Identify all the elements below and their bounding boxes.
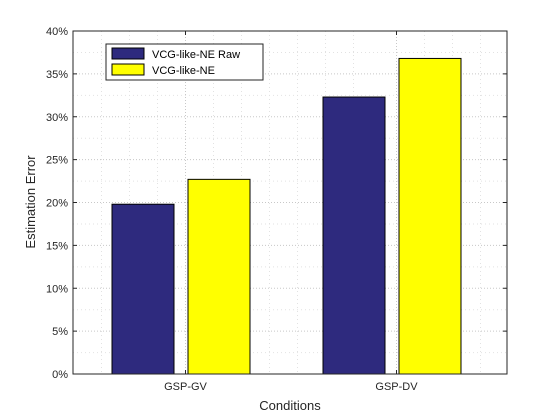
x-tick-label: GSP-GV — [164, 381, 207, 393]
legend-swatch-raw — [111, 47, 145, 60]
legend-swatch-ne — [111, 63, 145, 76]
y-axis-title: Estimation Error — [23, 155, 38, 249]
ticks-layer: 0% 5% 10% 15% 20% 25% 30% 35% 40% GSP-GV GSP-DV — [46, 26, 507, 393]
legend-label-ne: VCG-like-NE — [152, 65, 215, 77]
y-tick-label: 10% — [46, 283, 68, 295]
bars-layer — [111, 57, 462, 375]
bar-gsp-dv-raw — [322, 96, 386, 375]
y-tick-label: 30% — [46, 112, 68, 124]
legend-label-raw: VCG-like-NE Raw — [152, 49, 240, 61]
legend: VCG-like-NE Raw VCG-like-NE — [105, 43, 264, 81]
y-tick-label: 35% — [46, 69, 68, 81]
y-tick-label: 0% — [52, 369, 68, 381]
y-tick-label: 40% — [46, 26, 68, 38]
y-tick-label: 5% — [52, 326, 68, 338]
y-tick-label: 20% — [46, 198, 68, 210]
x-axis-title: Conditions — [259, 398, 321, 413]
bar-gsp-gv-ne — [187, 178, 251, 375]
bar-gsp-gv-raw — [111, 203, 175, 375]
x-tick-label: GSP-DV — [375, 381, 418, 393]
y-tick-label: 15% — [46, 240, 68, 252]
bar-gsp-dv-ne — [398, 57, 462, 375]
y-tick-label: 25% — [46, 155, 68, 167]
